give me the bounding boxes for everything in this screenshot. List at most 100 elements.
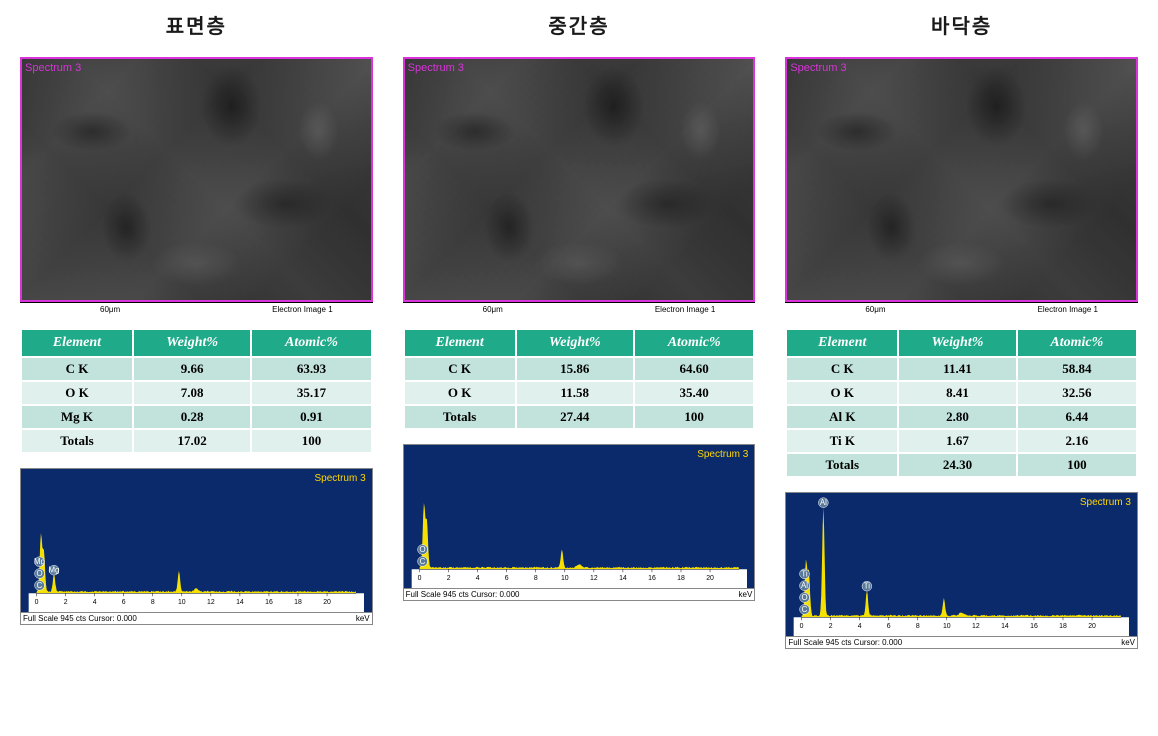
x-tick-label: 0 xyxy=(417,575,421,582)
element-marker-label: C xyxy=(419,557,425,566)
spectrum-area xyxy=(802,507,1122,617)
table-row: Totals27.44100 xyxy=(404,405,755,429)
x-tick-label: 2 xyxy=(64,599,68,606)
table-header: Atomic% xyxy=(634,329,754,357)
table-cell: 35.40 xyxy=(634,381,754,405)
x-tick-label: 14 xyxy=(1001,623,1009,630)
scale-bar: 60μmElectron Image 1 xyxy=(20,302,373,314)
electron-image-label: Electron Image 1 xyxy=(1038,305,1098,314)
spectrum-svg: 02468101214161820COMgMg xyxy=(21,469,372,612)
scale-bar: 60μmElectron Image 1 xyxy=(785,302,1138,314)
table-cell: 32.56 xyxy=(1017,381,1137,405)
full-scale-text: Full Scale 945 cts Cursor: 0.000 xyxy=(788,638,902,647)
x-tick-label: 18 xyxy=(294,599,302,606)
table-cell: Totals xyxy=(21,429,133,453)
table-cell: Ti K xyxy=(786,429,898,453)
sem-image: Spectrum 3 xyxy=(403,57,756,302)
peak-marker-label: Ti xyxy=(864,582,871,591)
peak-marker-label: Mg xyxy=(49,566,60,575)
table-row: Al K2.806.44 xyxy=(786,405,1137,429)
table-cell: 6.44 xyxy=(1017,405,1137,429)
x-tick-label: 12 xyxy=(590,575,598,582)
sem-image: Spectrum 3 xyxy=(20,57,373,302)
table-header: Weight% xyxy=(898,329,1016,357)
scale-label: 60μm xyxy=(483,305,503,314)
spectrum-chart-wrapper: Spectrum 302468101214161820COAlTiAlTiFul… xyxy=(785,492,1138,649)
peak-marker-label: Al xyxy=(820,498,827,507)
kev-label: keV xyxy=(356,614,370,623)
x-tick-label: 6 xyxy=(887,623,891,630)
sem-image-wrapper: Spectrum 3 60μmElectron Image 1 xyxy=(20,57,373,314)
full-scale-text: Full Scale 945 cts Cursor: 0.000 xyxy=(406,590,520,599)
x-tick-label: 2 xyxy=(829,623,833,630)
element-table: ElementWeight%Atomic%C K15.8664.60O K11.… xyxy=(403,328,756,430)
table-row: O K7.0835.17 xyxy=(21,381,372,405)
sem-texture xyxy=(22,59,371,300)
table-cell: 7.08 xyxy=(133,381,251,405)
column-0: 표면층 Spectrum 3 60μmElectron Image 1 Element… xyxy=(20,10,373,649)
sem-image-wrapper: Spectrum 360μmElectron Image 1 xyxy=(785,57,1138,314)
element-marker-label: O xyxy=(802,593,808,602)
table-cell: 17.02 xyxy=(133,429,251,453)
element-marker-label: C xyxy=(37,581,43,590)
element-marker-label: Mg xyxy=(34,557,45,566)
table-row: C K9.6663.93 xyxy=(21,357,372,381)
table-cell: 11.41 xyxy=(898,357,1016,381)
electron-image-label: Electron Image 1 xyxy=(272,305,332,314)
table-row: Totals24.30100 xyxy=(786,453,1137,477)
x-tick-label: 16 xyxy=(265,599,273,606)
x-tick-label: 4 xyxy=(93,599,97,606)
element-marker-label: O xyxy=(419,545,425,554)
x-tick-label: 4 xyxy=(858,623,862,630)
x-tick-label: 8 xyxy=(151,599,155,606)
x-tick-label: 8 xyxy=(533,575,537,582)
spectrum-area xyxy=(37,533,357,593)
table-cell: 63.93 xyxy=(251,357,371,381)
x-tick-label: 18 xyxy=(1059,623,1067,630)
table-cell: O K xyxy=(21,381,133,405)
table-cell: O K xyxy=(404,381,516,405)
full-scale-text: Full Scale 945 cts Cursor: 0.000 xyxy=(23,614,137,623)
full-scale-bar: Full Scale 945 cts Cursor: 0.000 keV xyxy=(403,589,756,601)
x-tick-label: 12 xyxy=(972,623,980,630)
full-scale-bar: Full Scale 945 cts Cursor: 0.000 keV xyxy=(20,613,373,625)
table-cell: O K xyxy=(786,381,898,405)
table-row: C K11.4158.84 xyxy=(786,357,1137,381)
x-tick-label: 12 xyxy=(207,599,215,606)
spectrum-tag: Spectrum 3 xyxy=(25,62,81,74)
table-row: Mg K0.280.91 xyxy=(21,405,372,429)
column-title: 표면층 xyxy=(166,10,227,39)
x-tick-label: 14 xyxy=(619,575,627,582)
table-cell: 24.30 xyxy=(898,453,1016,477)
table-header: Weight% xyxy=(516,329,634,357)
table-cell: 27.44 xyxy=(516,405,634,429)
x-tick-label: 2 xyxy=(446,575,450,582)
column-2: 바닥층Spectrum 360μmElectron Image 1Element… xyxy=(785,10,1138,649)
table-cell: 8.41 xyxy=(898,381,1016,405)
sem-texture xyxy=(787,59,1136,300)
table-cell: C K xyxy=(786,357,898,381)
spectrum-area xyxy=(419,503,739,569)
x-tick-label: 0 xyxy=(35,599,39,606)
column-title: 바닥층 xyxy=(931,10,992,39)
x-tick-label: 20 xyxy=(1089,623,1097,630)
table-row: O K8.4132.56 xyxy=(786,381,1137,405)
spectrum-chart: Spectrum 302468101214161820COAlTiAlTi xyxy=(785,492,1138,637)
table-cell: 15.86 xyxy=(516,357,634,381)
table-cell: 11.58 xyxy=(516,381,634,405)
table-header: Element xyxy=(21,329,133,357)
element-marker-label: Ti xyxy=(802,569,809,578)
table-header: Weight% xyxy=(133,329,251,357)
table-cell: Al K xyxy=(786,405,898,429)
table-cell: 0.28 xyxy=(133,405,251,429)
x-tick-label: 6 xyxy=(504,575,508,582)
spectrum-chart-wrapper: Spectrum 302468101214161820COFull Scale … xyxy=(403,444,756,601)
x-tick-label: 0 xyxy=(800,623,804,630)
table-cell: Totals xyxy=(786,453,898,477)
table-cell: 1.67 xyxy=(898,429,1016,453)
spectrum-tag: Spectrum 3 xyxy=(408,62,464,74)
table-row: Totals17.02100 xyxy=(21,429,372,453)
sem-image: Spectrum 3 xyxy=(785,57,1138,302)
kev-label: keV xyxy=(739,590,753,599)
x-tick-label: 20 xyxy=(323,599,331,606)
